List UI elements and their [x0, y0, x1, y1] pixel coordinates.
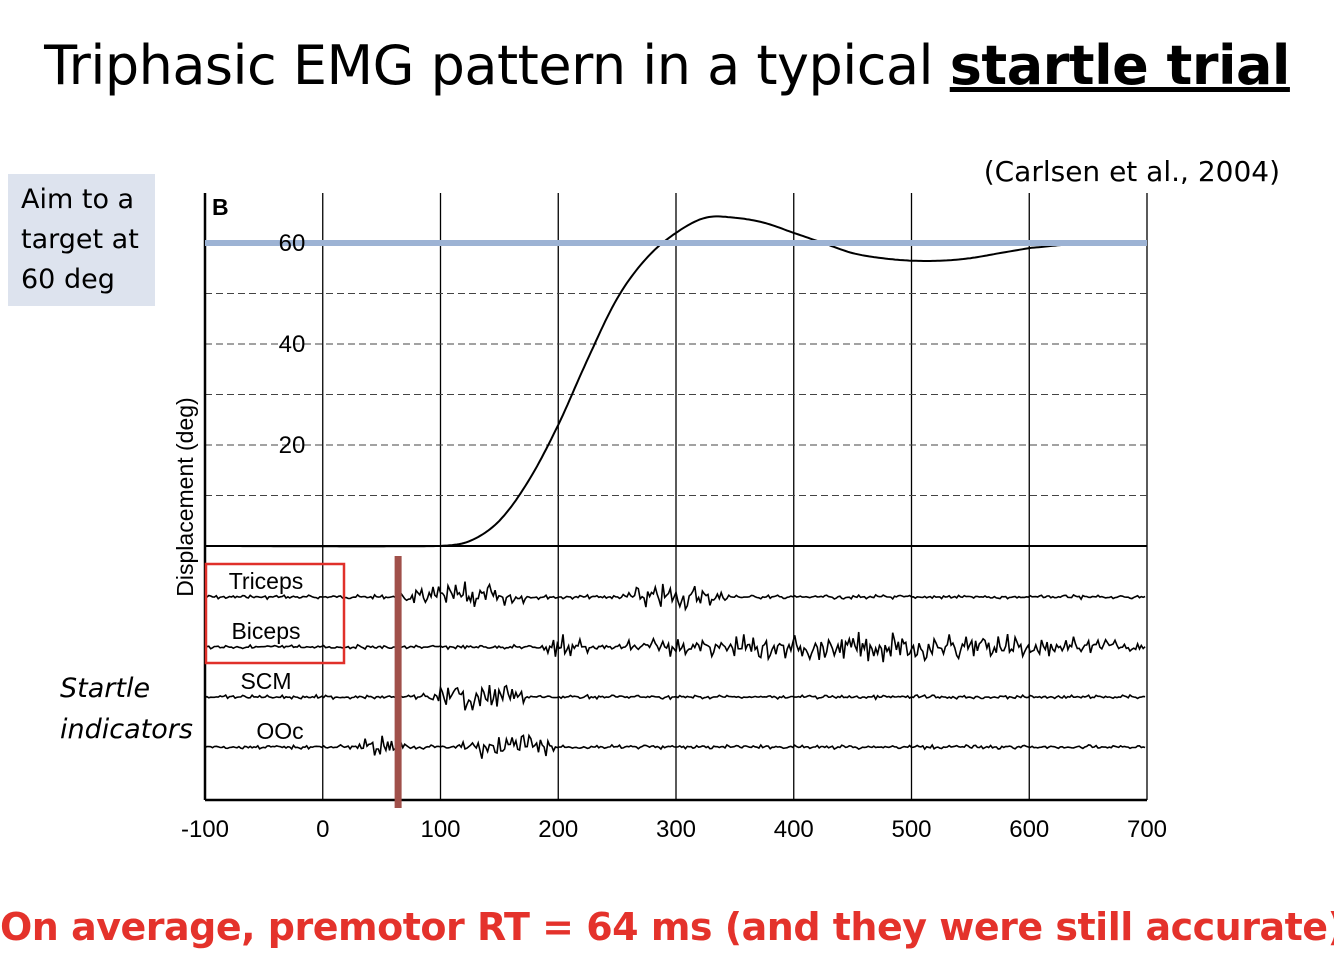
x-tick-label-200: 200 [538, 816, 578, 843]
emg-trace-biceps [204, 631, 1146, 663]
y-tick-label-60: 60 [279, 230, 306, 257]
displacement-trace [205, 215, 1147, 548]
overlay-layer [204, 240, 1147, 808]
trace-layer [204, 215, 1147, 759]
grid-layer [205, 193, 1148, 800]
x-tick-label-0: 0 [316, 816, 329, 843]
x-tick-label--100: -100 [181, 816, 229, 843]
startle-line-2: indicators [60, 714, 193, 745]
highlight-box [204, 562, 346, 665]
emg-label-ooc: OOc [256, 718, 303, 744]
y-tick-label-20: 20 [279, 432, 306, 459]
x-tick-label-600: 600 [1009, 816, 1049, 843]
citation: (Carlsen et al., 2004) [983, 155, 1280, 188]
panel-label: B [212, 194, 229, 220]
startle-line-1: Startle [60, 673, 151, 704]
x-tick-label-400: 400 [774, 816, 814, 843]
aim-line-3: 60 deg [21, 264, 115, 295]
y-tick-label-40: 40 [279, 331, 306, 358]
x-tick-label-300: 300 [656, 816, 696, 843]
emg-label-scm: SCM [240, 668, 291, 694]
x-tick-label-500: 500 [891, 816, 931, 843]
x-tick-label-100: 100 [420, 816, 460, 843]
emg-trace-triceps [204, 581, 1146, 612]
y-axis-label: Displacement (deg) [172, 397, 198, 596]
aim-line-1: Aim to a [21, 184, 135, 215]
emg-trace-ooc [204, 733, 1146, 759]
text-layer: -100 0 100 200 300 400 500 600 700 20 40 60 B Displac… [172, 194, 1167, 843]
emg-trace-scm [204, 684, 1146, 711]
premotor-rt-summary: On average, premotor RT = 64 ms (and the… [0, 905, 1334, 949]
title-emphasis: startle trial [949, 34, 1291, 97]
x-tick-label-700: 700 [1127, 816, 1167, 843]
aim-line-2: target at [21, 224, 139, 255]
emg-label-biceps: Biceps [231, 618, 300, 644]
aim-target-box: Aim to a target at 60 deg [8, 174, 155, 306]
title-plain: Triphasic EMG pattern in a typical [44, 34, 950, 97]
slide-title: Triphasic EMG pattern in a typical start… [0, 34, 1334, 97]
startle-indicators-label: Startle indicators [60, 668, 193, 750]
emg-label-triceps: Triceps [229, 568, 304, 594]
